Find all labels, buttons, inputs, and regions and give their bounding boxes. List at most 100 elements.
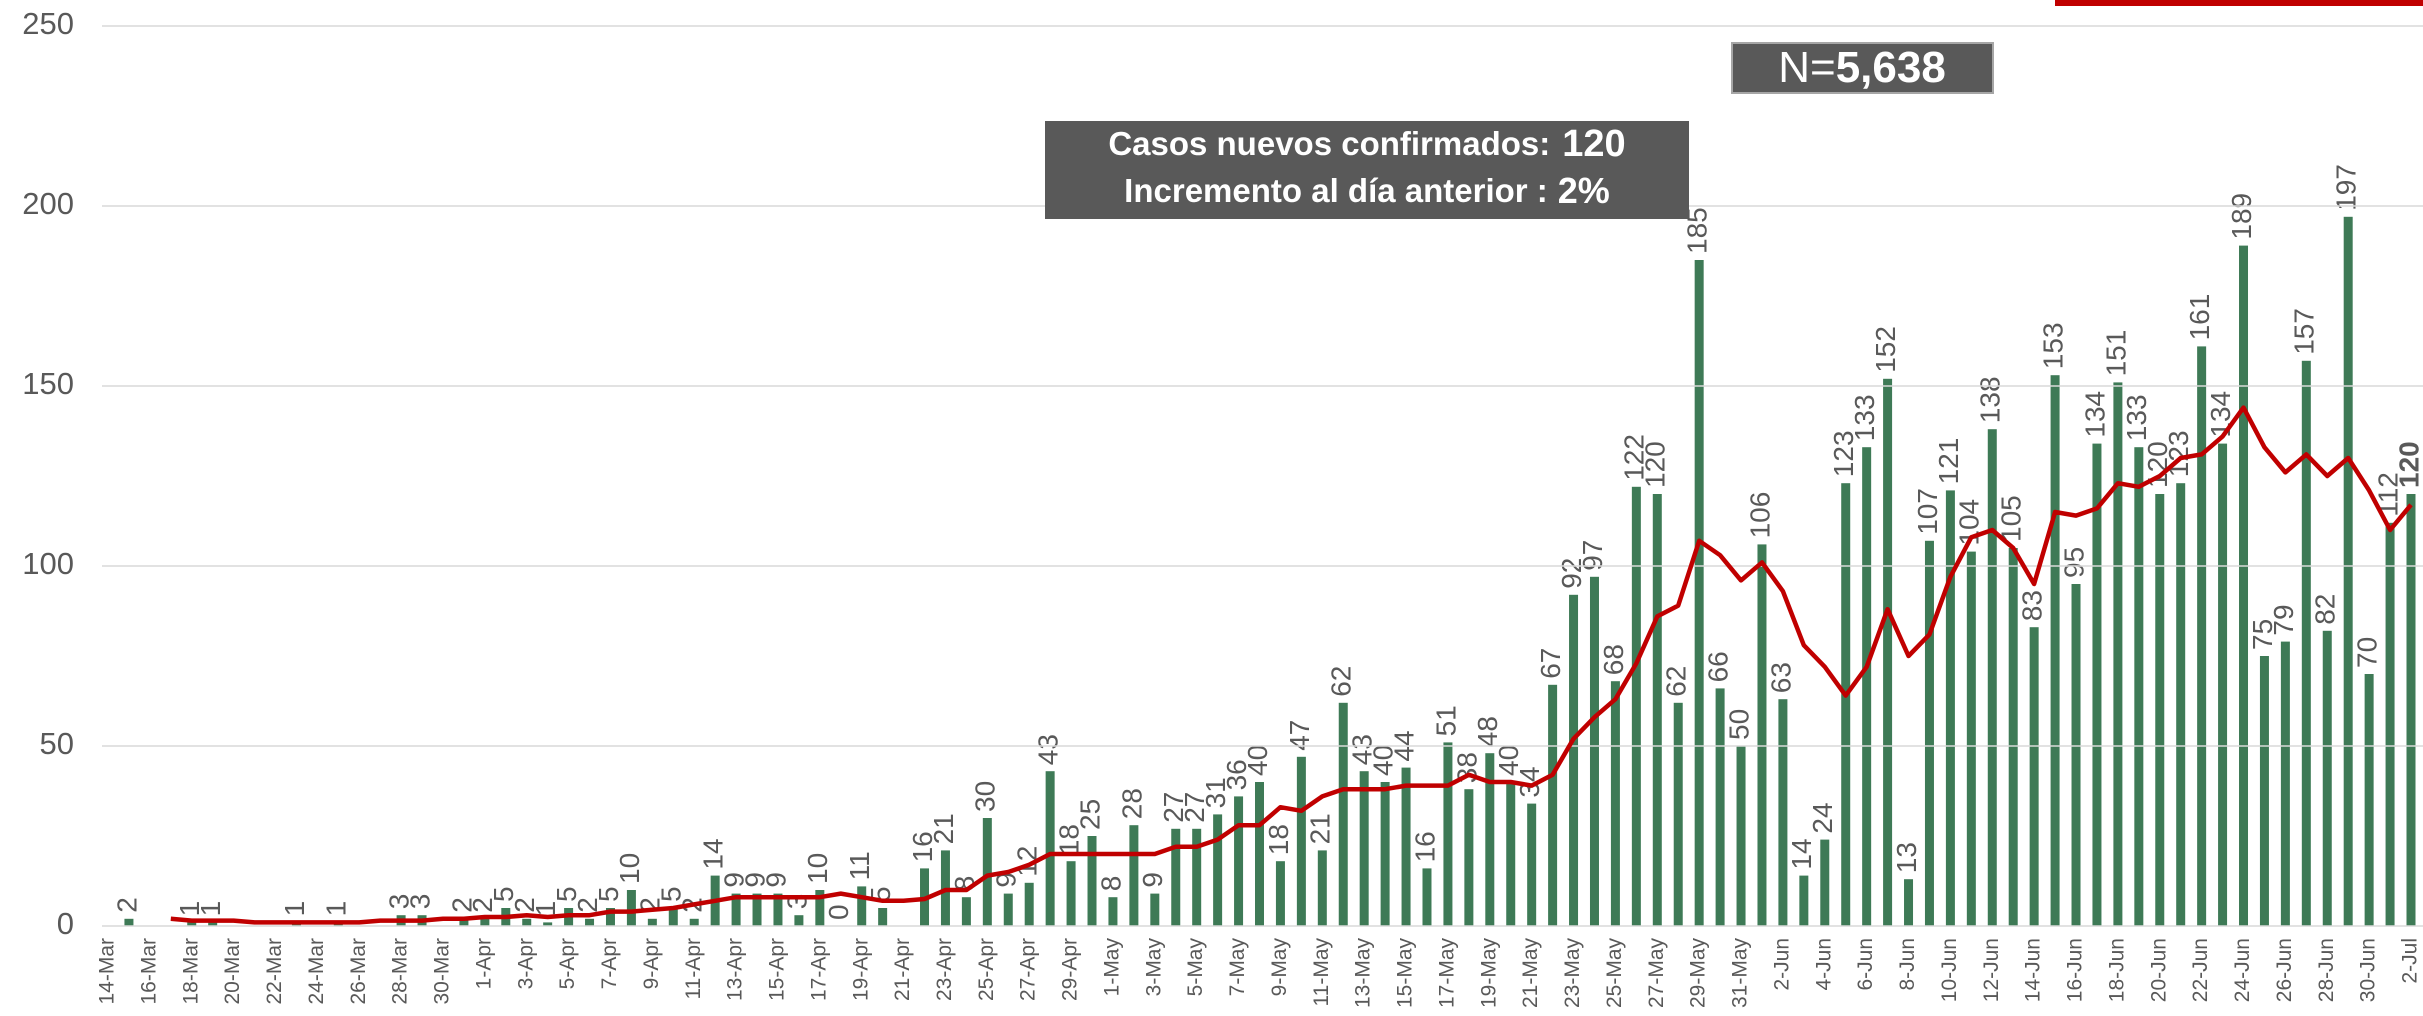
x-tick-label: 6-Jun — [1854, 938, 1877, 991]
bar — [2343, 216, 2353, 927]
x-tick-label: 17-Apr — [807, 938, 830, 1001]
data-label: 27 — [1158, 792, 1189, 823]
x-tick-label: 14-Jun — [2022, 938, 2045, 1002]
data-label: 1 — [174, 901, 205, 917]
bar — [2301, 360, 2311, 926]
data-label: 21 — [928, 813, 959, 844]
bar — [1317, 850, 1327, 926]
x-tick-label: 30-Jun — [2357, 938, 2380, 1002]
bar — [1213, 814, 1223, 926]
bar — [1506, 782, 1516, 926]
bar — [689, 918, 699, 926]
bar — [668, 908, 678, 926]
x-tick-label: 9-May — [1268, 938, 1291, 997]
bar — [2155, 494, 2165, 926]
x-tick-label: 23-Apr — [933, 938, 956, 1001]
data-label: 151 — [2100, 330, 2131, 377]
data-label: 2 — [467, 897, 498, 913]
bar — [1359, 771, 1369, 926]
bar — [982, 818, 992, 926]
bar — [647, 918, 657, 926]
x-tick-label: 11-May — [1310, 938, 1333, 1007]
x-tick-label: 19-Apr — [849, 938, 872, 1001]
bar — [2197, 346, 2207, 926]
x-tick-label: 18-Mar — [179, 938, 202, 1005]
x-tick-label: 30-Mar — [431, 938, 454, 1005]
data-label: 18 — [1053, 824, 1084, 855]
x-tick-label: 3-May — [1142, 938, 1165, 997]
bar — [124, 918, 134, 926]
bar — [1862, 447, 1872, 926]
bar — [1610, 681, 1620, 926]
x-tick-label: 26-Jun — [2273, 938, 2296, 1002]
bar — [1171, 828, 1181, 926]
bar — [1443, 742, 1453, 926]
bar — [1904, 879, 1914, 926]
annotation: Casos nuevos confirmados: 120 — [1108, 123, 1625, 165]
bar — [585, 918, 595, 926]
data-label: 105 — [1996, 495, 2027, 542]
x-tick-label: 15-Apr — [766, 938, 789, 1001]
data-label: 24 — [1807, 802, 1838, 833]
data-label: 16 — [907, 831, 938, 862]
data-label: 43 — [1347, 734, 1378, 765]
x-tick-label: 2-Jul — [2399, 938, 2422, 984]
x-tick-label: 14-Mar — [96, 938, 119, 1005]
x-tick-label: 7-Apr — [598, 938, 621, 989]
bar — [2071, 584, 2081, 926]
data-label: 25 — [1074, 799, 1105, 830]
x-tick-label: 21-May — [1519, 938, 1542, 1009]
data-label: 40 — [1242, 745, 1273, 776]
data-label: 189 — [2226, 193, 2257, 240]
bar — [752, 893, 762, 926]
bar — [522, 918, 532, 926]
x-tick-label: 5-Apr — [556, 938, 579, 989]
data-label: 5 — [488, 886, 519, 902]
data-label: 9 — [718, 872, 749, 888]
data-label: 133 — [1849, 394, 1880, 441]
bar — [2029, 627, 2039, 926]
bar — [1087, 836, 1097, 926]
bar — [2239, 245, 2249, 927]
data-label: 0 — [823, 904, 854, 920]
bar — [1820, 839, 1830, 926]
data-label: 62 — [1661, 666, 1692, 697]
y-tick-label: 0 — [57, 906, 74, 941]
bar — [815, 890, 825, 926]
bar — [731, 893, 741, 926]
x-tick-label: 2-Jun — [1770, 938, 1793, 991]
x-tick-label: 13-Apr — [724, 938, 747, 1001]
y-tick-label: 100 — [22, 546, 74, 581]
data-label: 1 — [321, 901, 352, 917]
data-label: 40 — [1368, 745, 1399, 776]
data-label: 161 — [2184, 294, 2215, 341]
bar — [2364, 674, 2374, 926]
data-label: 121 — [1933, 438, 1964, 485]
data-label: 133 — [2121, 394, 2152, 441]
bar — [2385, 522, 2395, 926]
data-label: 197 — [2331, 164, 2362, 211]
data-label: 107 — [1912, 488, 1943, 535]
bar — [1045, 771, 1055, 926]
data-label: 9 — [1137, 872, 1168, 888]
bar — [1108, 897, 1118, 926]
x-tick-label: 25-May — [1603, 938, 1626, 1009]
data-label: 18 — [1263, 824, 1294, 855]
bar — [1255, 782, 1264, 926]
data-label: 75 — [2247, 619, 2278, 650]
bar — [1464, 789, 1474, 926]
data-label: 134 — [2205, 391, 2236, 438]
data-label: 1 — [195, 901, 226, 917]
data-label: 2 — [572, 897, 603, 913]
bar — [1694, 260, 1704, 926]
x-tick-label: 4-Jun — [1812, 938, 1835, 991]
bar — [794, 915, 804, 926]
total-box — [1731, 42, 1994, 94]
bar — [1485, 753, 1495, 926]
data-label: 9 — [739, 872, 770, 888]
data-label: 31 — [1200, 777, 1231, 808]
x-tick-label: 26-Mar — [347, 938, 370, 1005]
bar — [878, 908, 888, 926]
data-label: 51 — [1430, 705, 1461, 736]
x-tick-label: 17-May — [1435, 938, 1458, 1009]
